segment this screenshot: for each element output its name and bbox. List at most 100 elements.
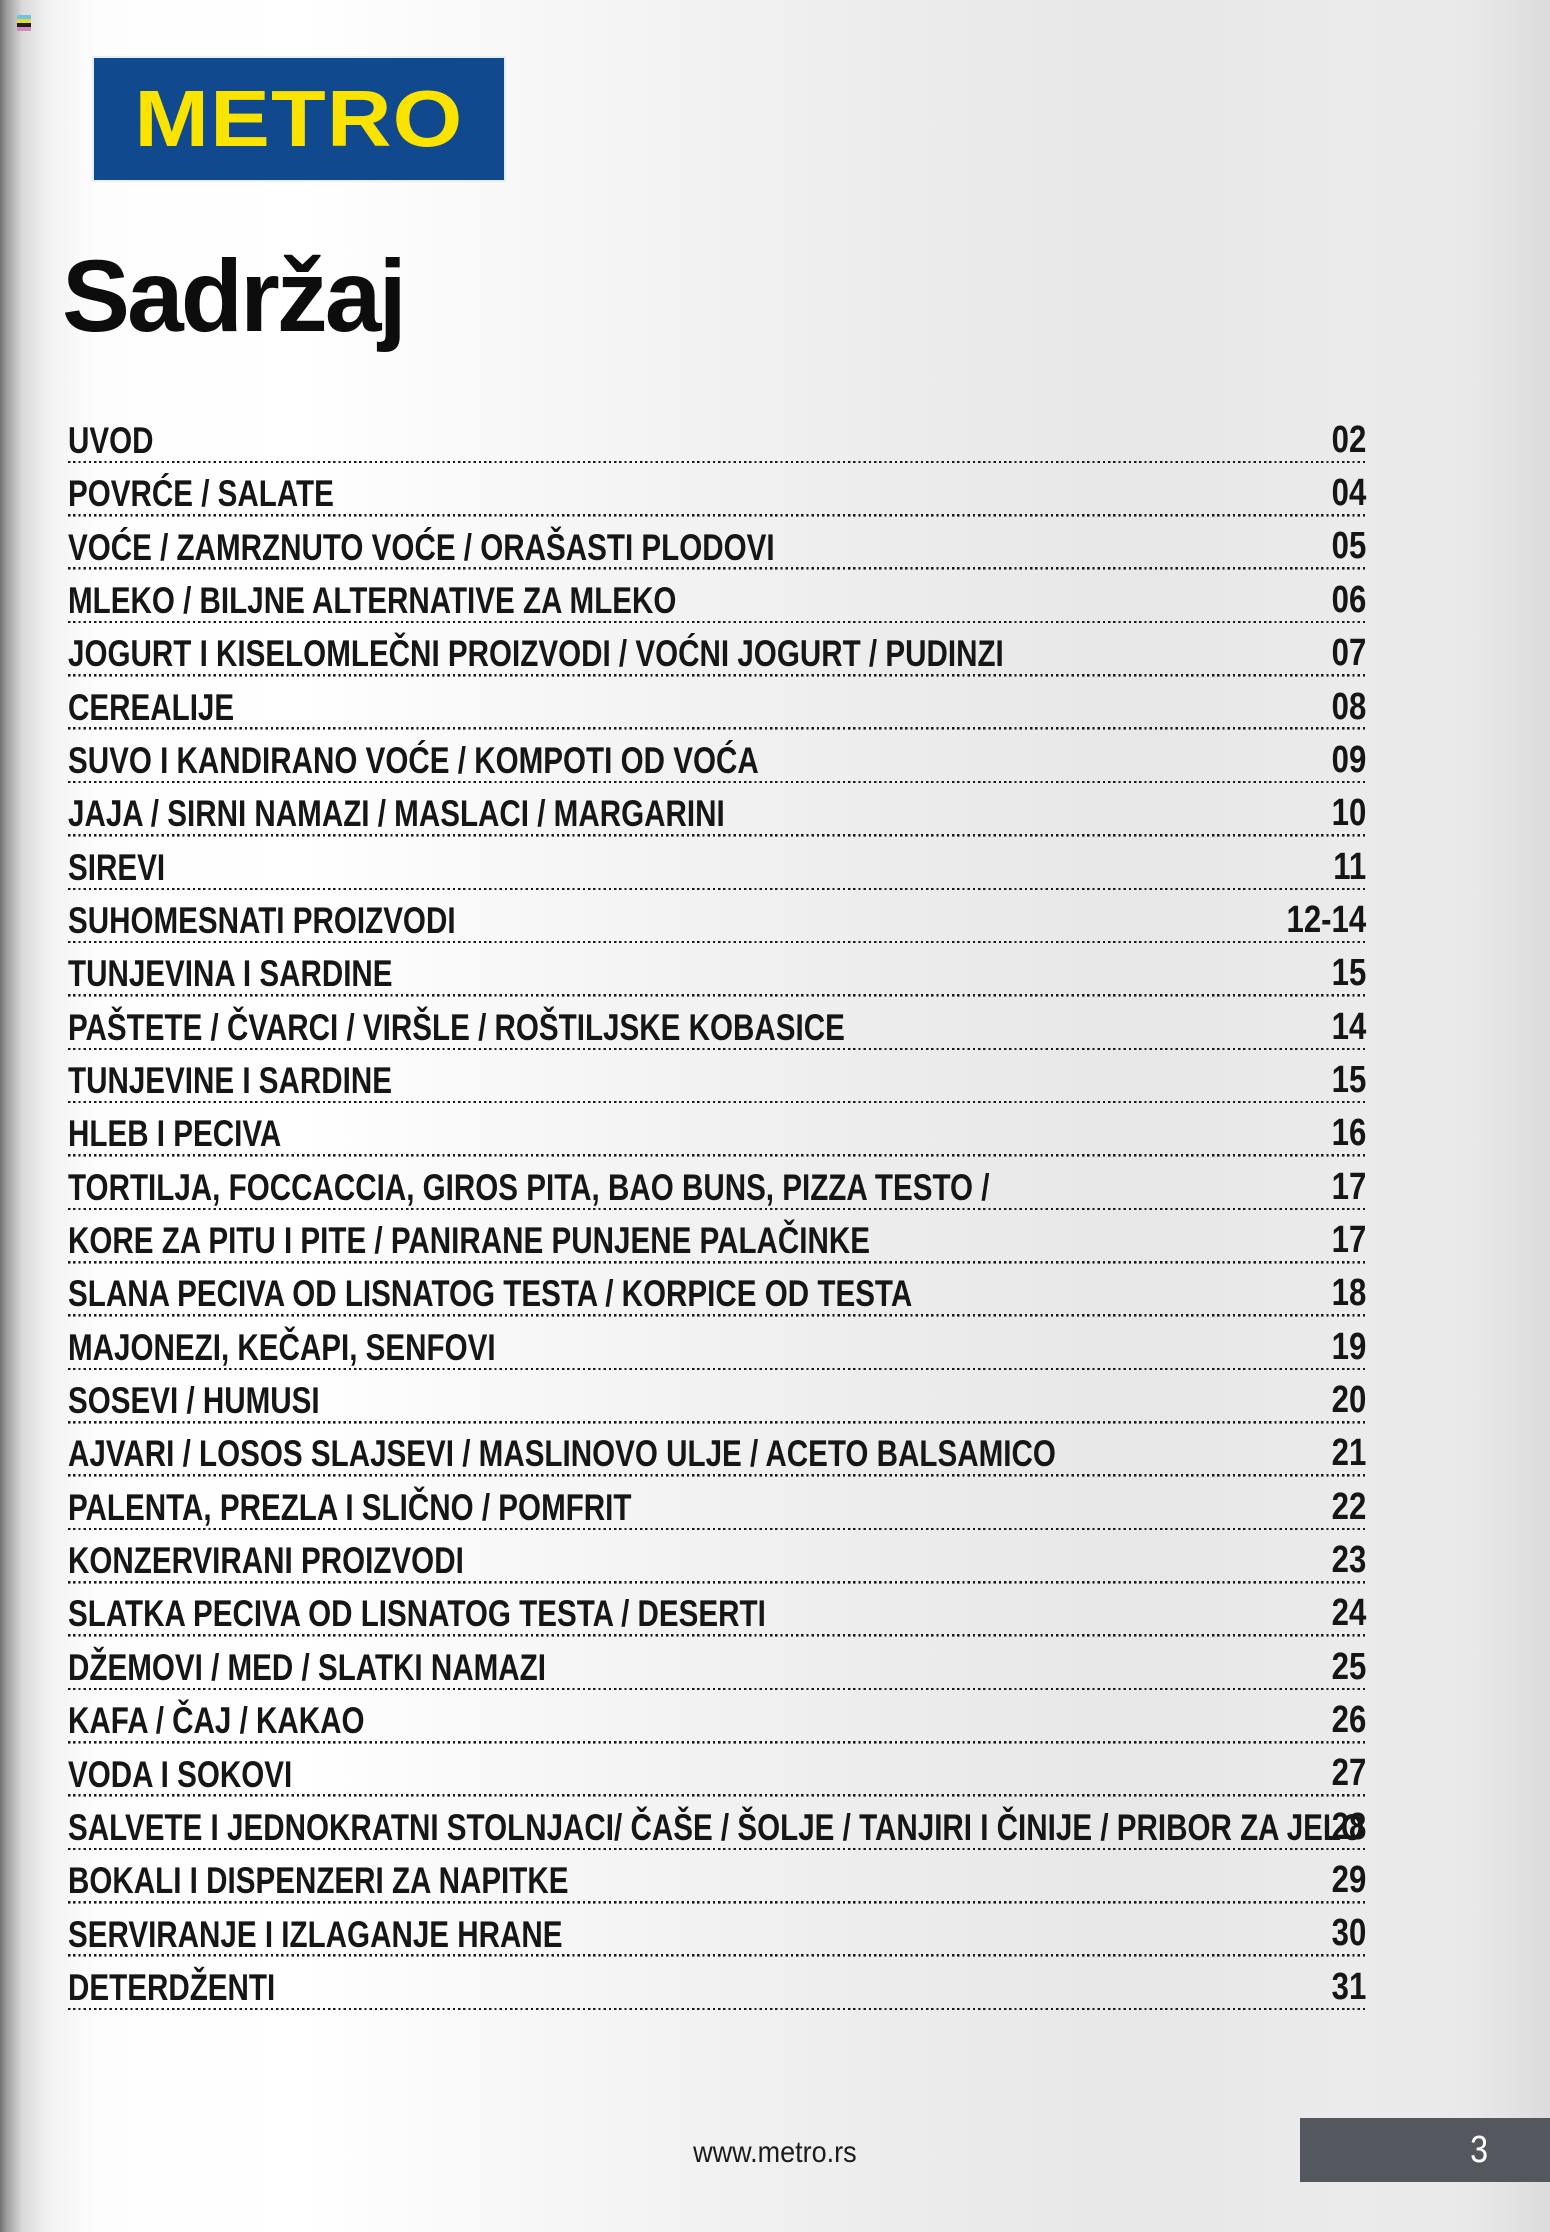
toc-entry-page: 07 bbox=[1331, 632, 1366, 675]
toc-row: KAFA / ČAJ / KAKAO 26 bbox=[68, 1690, 1366, 1744]
toc-row: MLEKO / BILJNE ALTERNATIVE ZA MLEKO 06 bbox=[68, 570, 1366, 624]
toc-row: UVOD 02 bbox=[68, 410, 1366, 464]
toc-entry-page: 10 bbox=[1331, 792, 1366, 835]
toc-row: TUNJEVINA I SARDINE 15 bbox=[68, 943, 1366, 997]
toc-entry-label: SLATKA PECIVA OD LISNATOG TESTA / DESERT… bbox=[68, 1593, 766, 1635]
toc-entry-label: DETERDŽENTI bbox=[68, 1966, 276, 2008]
toc-entry-label: SOSEVI / HUMUSI bbox=[68, 1380, 320, 1422]
toc-entry-label: UVOD bbox=[68, 419, 154, 461]
toc-row: DŽEMOVI / MED / SLATKI NAMAZI 25 bbox=[68, 1636, 1366, 1691]
toc-entry-page: 12-14 bbox=[1286, 898, 1366, 941]
print-registration-mark-icon bbox=[17, 15, 31, 32]
reg-bar-magenta bbox=[17, 27, 31, 31]
toc-row: POVRĆE / SALATE 04 bbox=[68, 463, 1366, 517]
toc-entry-page: 04 bbox=[1331, 472, 1366, 515]
toc-entry-label: AJVARI / LOSOS SLAJSEVI / MASLINOVO ULJE… bbox=[68, 1433, 1056, 1475]
toc-entry-page: 17 bbox=[1331, 1218, 1366, 1261]
toc-row: MAJONEZI, KEČAPI, SENFOVI 19 bbox=[68, 1316, 1366, 1371]
toc-entry-label: SERVIRANJE I IZLAGANJE HRANE bbox=[68, 1913, 563, 1955]
toc-row: VOĆE / ZAMRZNUTO VOĆE / ORAŠASTI PLODOVI… bbox=[68, 516, 1366, 571]
toc-entry-label: SALVETE I JEDNOKRATNI STOLNJACI/ ČAŠE / … bbox=[68, 1806, 1364, 1848]
toc-entry-label: DŽEMOVI / MED / SLATKI NAMAZI bbox=[68, 1646, 546, 1688]
toc-entry-label: KORE ZA PITU I PITE / PANIRANE PUNJENE P… bbox=[68, 1220, 871, 1262]
toc-row: TORTILJA, FOCCACCIA, GIROS PITA, BAO BUN… bbox=[68, 1156, 1366, 1211]
toc-entry-page: 26 bbox=[1331, 1699, 1366, 1742]
toc-row: SERVIRANJE I IZLAGANJE HRANE 30 bbox=[68, 1903, 1366, 1957]
toc-entry-page: 08 bbox=[1331, 685, 1366, 728]
toc-row: PALENTA, PREZLA I SLIČNO / POMFRIT 22 bbox=[68, 1476, 1366, 1531]
toc-entry-page: 24 bbox=[1331, 1592, 1366, 1635]
toc-row: SOSEVI / HUMUSI 20 bbox=[68, 1370, 1366, 1424]
toc-entry-page: 28 bbox=[1331, 1805, 1366, 1848]
toc-entry-label: VOĆE / ZAMRZNUTO VOĆE / ORAŠASTI PLODOVI bbox=[68, 526, 775, 568]
toc-entry-label: PAŠTETE / ČVARCI / VIRŠLE / ROŠTILJSKE K… bbox=[68, 1006, 845, 1048]
toc-entry-label: VODA I SOKOVI bbox=[68, 1753, 293, 1795]
toc-row: KORE ZA PITU I PITE / PANIRANE PUNJENE P… bbox=[68, 1210, 1366, 1264]
toc-entry-label: SUVO I KANDIRANO VOĆE / KOMPOTI OD VOĆA bbox=[68, 739, 759, 781]
toc-entry-page: 16 bbox=[1331, 1112, 1366, 1155]
toc-entry-label: SUHOMESNATI PROIZVODI bbox=[68, 900, 456, 941]
toc-entry-label: HLEB I PECIVA bbox=[68, 1113, 282, 1155]
page-title: Sadržaj bbox=[62, 239, 407, 353]
toc-entry-page: 22 bbox=[1331, 1485, 1366, 1528]
toc-entry-page: 29 bbox=[1331, 1859, 1366, 1902]
toc-row: HLEB I PECIVA 16 bbox=[68, 1103, 1366, 1157]
toc-entry-label: KONZERVIRANI PROIZVODI bbox=[68, 1540, 464, 1582]
website-url: www.metro.rs bbox=[693, 2136, 857, 2169]
toc-entry-page: 02 bbox=[1331, 418, 1366, 461]
toc-row: VODA I SOKOVI 27 bbox=[68, 1743, 1366, 1797]
reg-bar-cyan bbox=[17, 15, 31, 19]
toc-entry-page: 06 bbox=[1331, 578, 1366, 621]
reg-bar-black bbox=[17, 23, 31, 27]
toc-entry-label: CEREALIJE bbox=[68, 686, 235, 728]
toc-row: SUVO I KANDIRANO VOĆE / KOMPOTI OD VOĆA … bbox=[68, 730, 1366, 784]
reg-bar-yellow bbox=[17, 19, 31, 23]
toc-entry-page: 14 bbox=[1331, 1005, 1366, 1048]
metro-logo: METRO bbox=[94, 58, 504, 180]
toc-entry-page: 17 bbox=[1331, 1165, 1366, 1208]
toc-row: DETERDŽENTI 31 bbox=[68, 1956, 1366, 2011]
toc-entry-page: 19 bbox=[1331, 1325, 1366, 1368]
page-number: 3 bbox=[1470, 2128, 1488, 2171]
toc-entry-page: 09 bbox=[1331, 738, 1366, 781]
toc-row: JOGURT I KISELOMLEČNI PROIZVODI / VOĆNI … bbox=[68, 623, 1366, 677]
toc-entry-label: TUNJEVINE I SARDINE bbox=[68, 1060, 393, 1102]
toc-entry-label: MAJONEZI, KEČAPI, SENFOVI bbox=[68, 1326, 496, 1368]
toc-entry-page: 21 bbox=[1331, 1432, 1366, 1475]
toc-entry-label: SLANA PECIVA OD LISNATOG TESTA / KORPICE… bbox=[68, 1273, 913, 1315]
toc-row: BOKALI I DISPENZERI ZA NAPITKE 29 bbox=[68, 1850, 1366, 1904]
toc-entry-label: TORTILJA, FOCCACCIA, GIROS PITA, BAO BUN… bbox=[68, 1166, 990, 1208]
toc-entry-label: MLEKO / BILJNE ALTERNATIVE ZA MLEKO bbox=[68, 579, 677, 621]
toc-entry-page: 05 bbox=[1331, 525, 1366, 568]
toc-entry-label: JAJA / SIRNI NAMAZI / MASLACI / MARGARIN… bbox=[68, 793, 725, 835]
toc-entry-page: 27 bbox=[1331, 1752, 1366, 1795]
toc-row: SIREVI 11 bbox=[68, 836, 1366, 891]
metro-logo-text: METRO bbox=[134, 74, 464, 163]
toc-row: KONZERVIRANI PROIZVODI 23 bbox=[68, 1530, 1366, 1584]
toc-entry-page: 20 bbox=[1331, 1378, 1366, 1421]
toc-row: PAŠTETE / ČVARCI / VIRŠLE / ROŠTILJSKE K… bbox=[68, 996, 1366, 1051]
toc-row: TUNJEVINE I SARDINE 15 bbox=[68, 1050, 1366, 1104]
toc-entry-label: BOKALI I DISPENZERI ZA NAPITKE bbox=[68, 1860, 569, 1902]
toc-row: SLATKA PECIVA OD LISNATOG TESTA / DESERT… bbox=[68, 1583, 1366, 1637]
toc-row: SUHOMESNATI PROIZVODI 12-14 bbox=[68, 890, 1366, 944]
toc-row: CEREALIJE 08 bbox=[68, 676, 1366, 731]
toc-row: SALVETE I JEDNOKRATNI STOLNJACI/ ČAŠE / … bbox=[68, 1796, 1366, 1851]
toc-row: SLANA PECIVA OD LISNATOG TESTA / KORPICE… bbox=[68, 1263, 1366, 1317]
toc-entry-label: TUNJEVINA I SARDINE bbox=[68, 953, 393, 995]
toc-entry-label: SIREVI bbox=[68, 846, 166, 888]
toc-row: JAJA / SIRNI NAMAZI / MASLACI / MARGARIN… bbox=[68, 783, 1366, 837]
toc-entry-label: PALENTA, PREZLA I SLIČNO / POMFRIT bbox=[68, 1486, 632, 1528]
toc-entry-page: 25 bbox=[1331, 1645, 1366, 1688]
toc-entry-page: 31 bbox=[1331, 1965, 1366, 2008]
toc-entry-page: 18 bbox=[1331, 1272, 1366, 1315]
toc-entry-label: KAFA / ČAJ / KAKAO bbox=[68, 1700, 365, 1742]
page-number-box: 3 bbox=[1300, 2118, 1550, 2182]
toc-entry-page: 15 bbox=[1331, 952, 1366, 995]
toc-entry-page: 23 bbox=[1331, 1539, 1366, 1582]
footer-website: www.metro.rs bbox=[0, 2136, 1550, 2170]
toc-entry-page: 30 bbox=[1331, 1912, 1366, 1955]
toc-row: AJVARI / LOSOS SLAJSEVI / MASLINOVO ULJE… bbox=[68, 1423, 1366, 1477]
table-of-contents: UVOD 02 POVRĆE / SALATE 04 VOĆE / ZAMRZN… bbox=[68, 410, 1366, 2011]
